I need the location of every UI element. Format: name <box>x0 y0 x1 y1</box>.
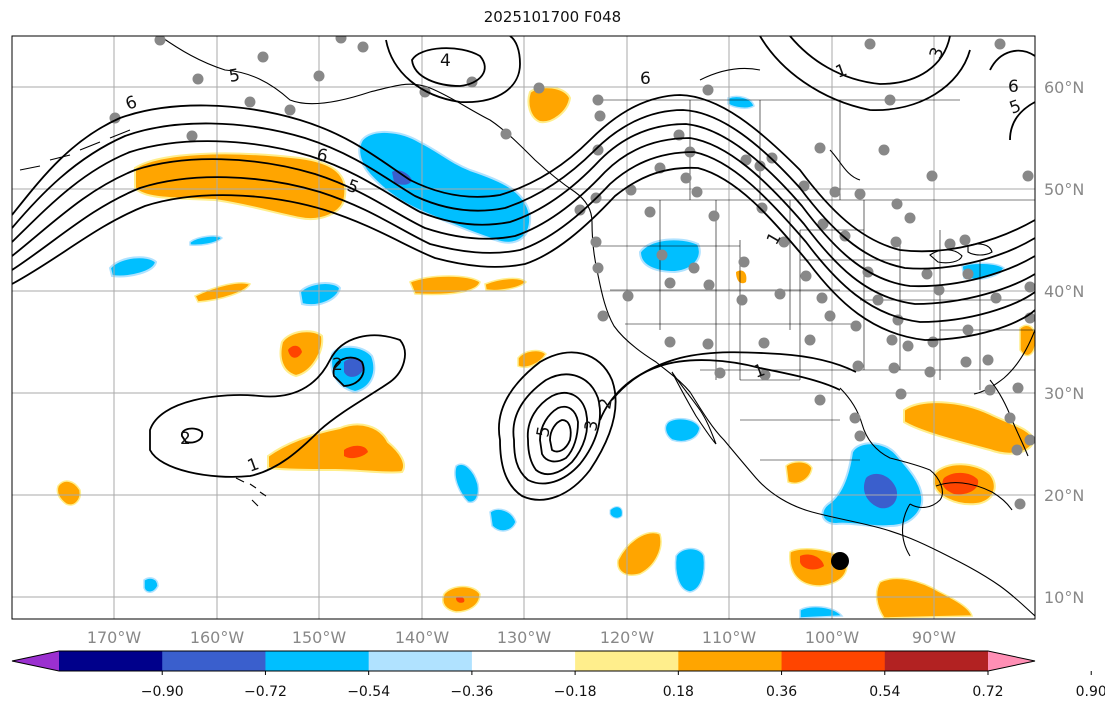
colorbar-tick-label: −0.90 <box>141 684 184 700</box>
lat-label: 10°N <box>1044 588 1084 607</box>
colorbar-extend-left <box>12 651 59 671</box>
anomaly-red-hawaii <box>344 445 368 459</box>
contour-label: 3 <box>581 419 603 433</box>
anomaly-blue-small-3 <box>298 282 342 306</box>
anomaly-red-trop-2 <box>456 596 465 603</box>
colorbar-ticks: −0.90 −0.72 −0.54 −0.36 −0.18 0.18 0.36 0.54 0.7… <box>141 671 1105 700</box>
anomaly-blue-small-2 <box>189 235 224 246</box>
contour-layer <box>12 36 1035 501</box>
lon-label: 150°W <box>292 628 347 647</box>
lon-label: 130°W <box>497 628 552 647</box>
colorbar-segment <box>781 651 886 671</box>
lon-labels: 170°W 160°W 150°W 140°W 130°W 120°W 110°… <box>87 628 956 647</box>
contour-label: 5 <box>227 65 241 87</box>
anomaly-blue-canhudson <box>727 95 755 109</box>
storm-marker <box>831 552 849 570</box>
contour-label: 2 <box>595 397 617 411</box>
colorbar-tick-label: −0.18 <box>554 684 597 700</box>
colorbar-tick-label: −0.36 <box>450 684 493 700</box>
colorbar-outline <box>11 650 1036 672</box>
anomaly-orange-rockies <box>736 270 747 284</box>
lat-label: 40°N <box>1044 282 1084 301</box>
contour-label: 4 <box>440 51 451 71</box>
lat-labels: 60°N 50°N 40°N 30°N 20°N 10°N <box>1044 78 1084 607</box>
anomaly-red-pacific-mx <box>800 554 824 570</box>
anomaly-darkblue-low <box>344 358 364 377</box>
anomaly-blue-goa <box>358 130 532 244</box>
lat-label: 50°N <box>1044 180 1084 199</box>
contour-label: 2 <box>332 355 343 375</box>
lon-label: 140°W <box>395 628 450 647</box>
contour-label: 6 <box>1008 77 1019 97</box>
border-layer <box>592 99 1035 461</box>
colorbar-segment <box>575 651 679 671</box>
colorbar-tick-label: 0.18 <box>663 684 694 700</box>
colorbar-tick-label: 0.90 <box>1076 684 1105 700</box>
lon-label: 90°W <box>912 628 956 647</box>
anomaly-blue-trop-1 <box>454 463 480 504</box>
anomaly-blue-trop-3 <box>143 577 159 593</box>
anomaly-red-cuba <box>942 472 979 495</box>
anomaly-blue-trop-5 <box>674 547 706 593</box>
colorbar-segment <box>59 651 163 671</box>
lon-label: 100°W <box>805 628 860 647</box>
lon-label: 170°W <box>87 628 142 647</box>
colorbar-segment <box>368 651 473 671</box>
contour-label: 6 <box>640 69 651 89</box>
anomaly-darkblue-gulf <box>863 473 898 509</box>
colorbar-segment <box>678 651 783 671</box>
contour-label: 5 <box>533 425 555 439</box>
anomaly-blue-small-1 <box>108 256 158 278</box>
contour-label: 6 <box>315 145 329 167</box>
colorbar-segment <box>471 651 576 671</box>
colorbar-segment <box>265 651 370 671</box>
lon-label: 160°W <box>190 628 245 647</box>
colorbar-tick-label: −0.72 <box>244 684 287 700</box>
anomaly-red-subtrop-1 <box>288 345 302 358</box>
anomaly-blue-baja <box>664 417 701 443</box>
anomaly-blue-trop-2 <box>489 508 517 532</box>
lat-label: 60°N <box>1044 78 1084 97</box>
colorbar-segment <box>162 651 266 671</box>
lon-label: 110°W <box>702 628 757 647</box>
colorbar-extend-right <box>988 651 1035 671</box>
anomaly-orange-hawaii <box>267 423 406 474</box>
anomaly-darkblue-goa <box>392 170 412 185</box>
anomaly-orange-strip-1 <box>193 282 252 303</box>
map-border <box>11 35 1036 620</box>
lat-label: 20°N <box>1044 486 1084 505</box>
colorbar-tick-label: −0.54 <box>347 684 390 700</box>
lon-label: 120°W <box>600 628 655 647</box>
anomaly-orange-subtrop-1 <box>279 330 324 378</box>
anomaly-orange-cabo <box>517 349 547 368</box>
lat-label: 30°N <box>1044 384 1084 403</box>
anomaly-orange-strip-2 <box>409 275 481 296</box>
anomaly-blue-trop-4 <box>609 506 623 519</box>
colorbar: −0.90 −0.72 −0.54 −0.36 −0.18 0.18 0.36 0.54 0.7… <box>11 650 1105 700</box>
colorbar-tick-label: 0.36 <box>766 684 797 700</box>
colorbar-tick-label: 0.72 <box>972 684 1003 700</box>
anomaly-orange-mexico-w <box>785 461 813 484</box>
anomaly-orange-pacific-ca <box>875 577 973 619</box>
anomaly-blue-greatbasin <box>638 238 701 274</box>
anomaly-orange-strip-3 <box>484 277 528 292</box>
map-title: 2025101700 F048 <box>483 8 622 26</box>
colorbar-tick-label: 0.54 <box>869 684 900 700</box>
colorbar-segments <box>59 651 989 671</box>
anomaly-orange-trop-1 <box>617 531 662 576</box>
contour-label: 2 <box>180 429 191 449</box>
graticule <box>12 36 1035 619</box>
colorbar-segment <box>884 651 989 671</box>
